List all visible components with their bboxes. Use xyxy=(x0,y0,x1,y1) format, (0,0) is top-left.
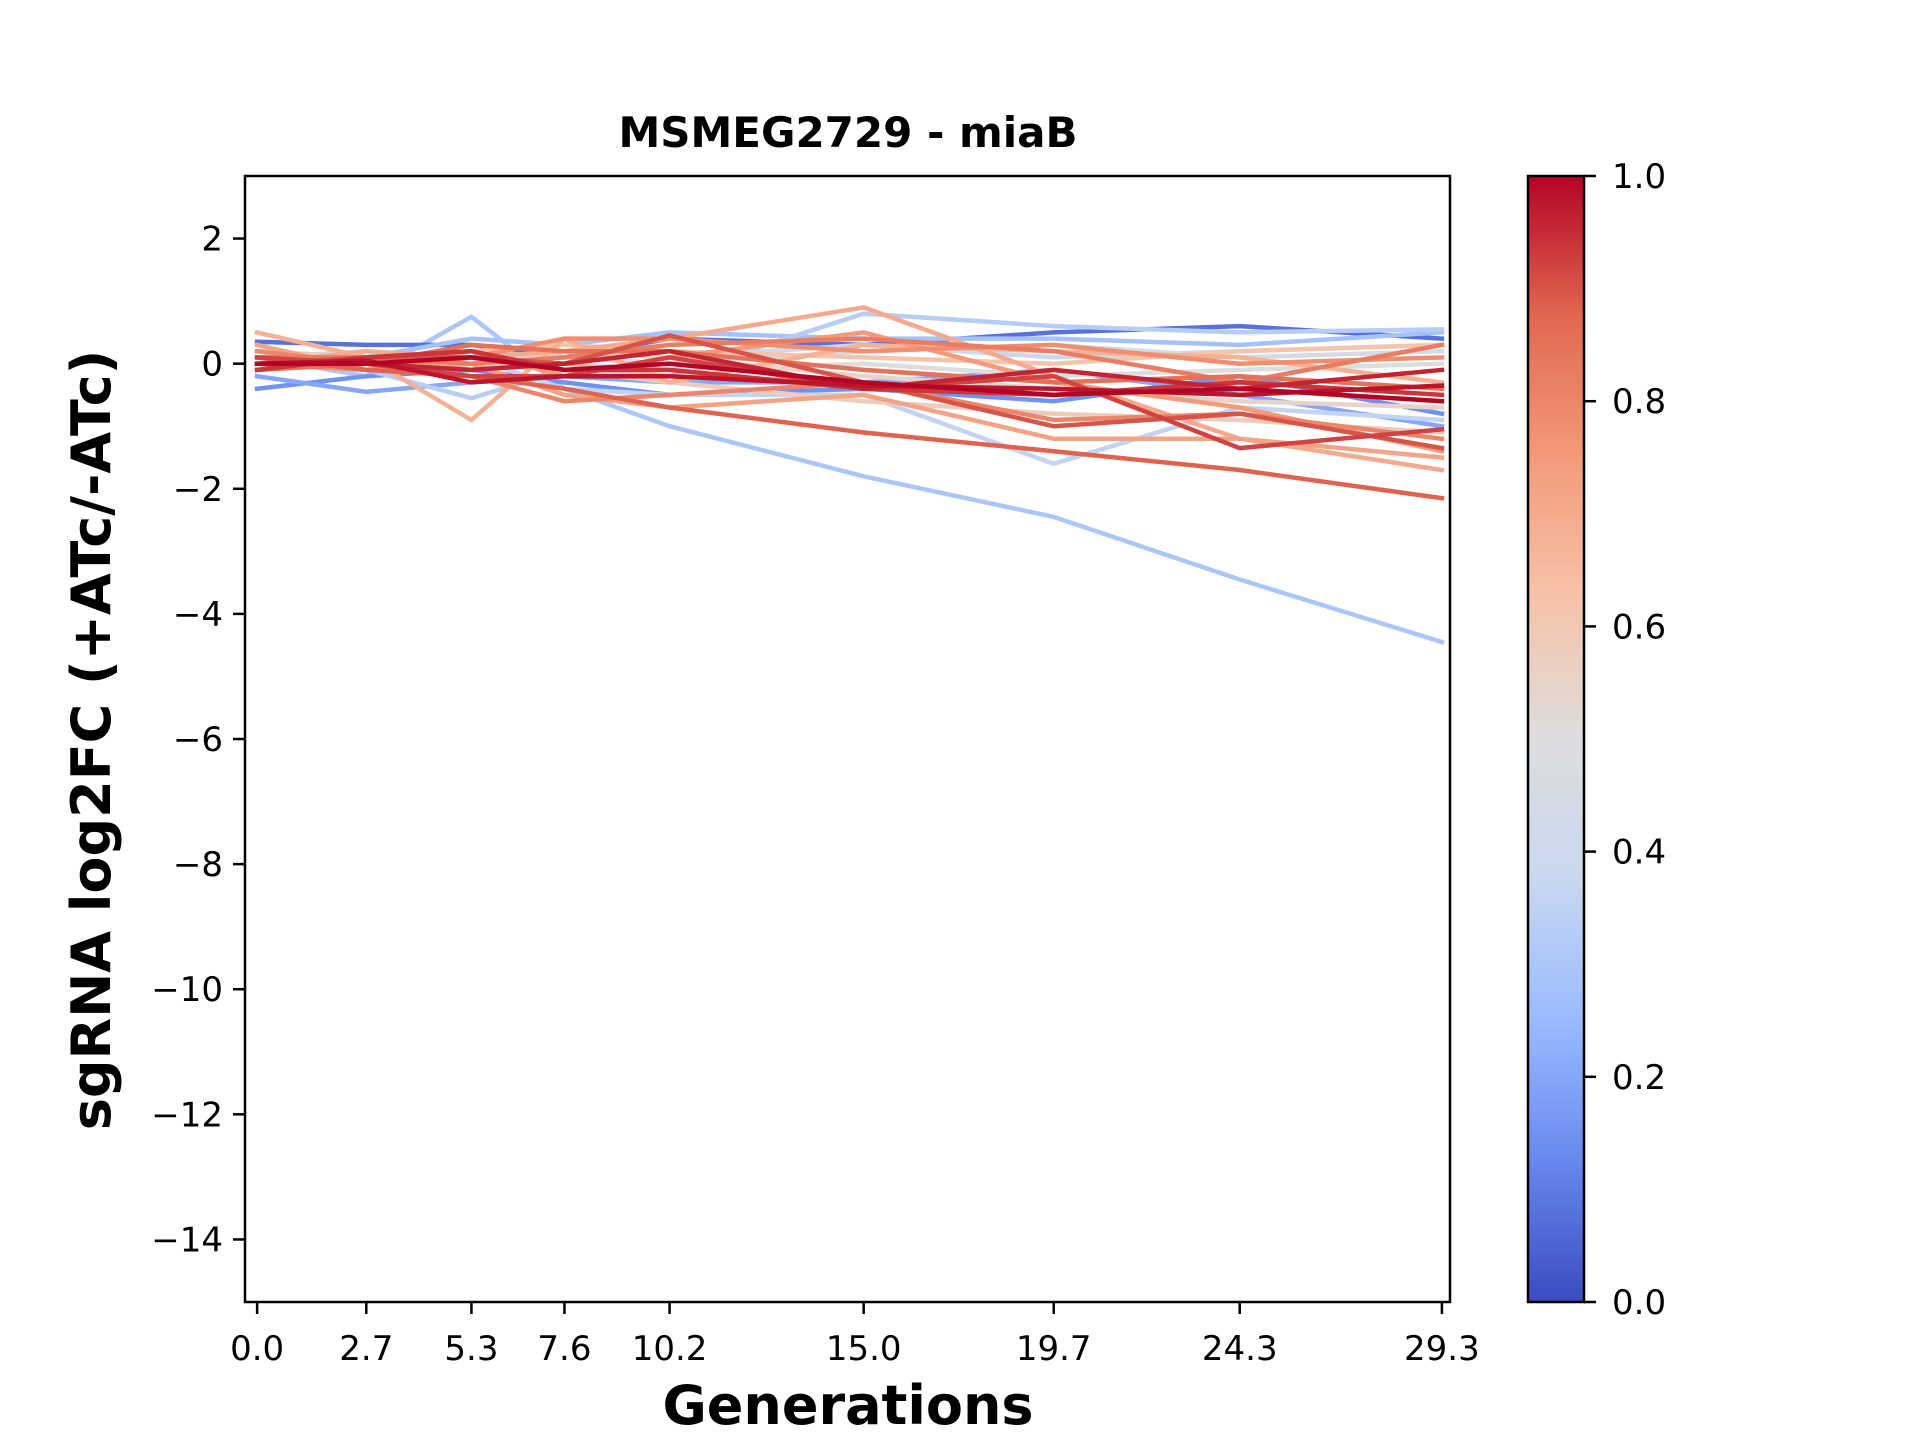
y-tick-label: −8 xyxy=(173,845,223,885)
series-line-23 xyxy=(254,354,1445,501)
colorbar-tick-label: 0.0 xyxy=(1612,1283,1666,1323)
colorbar-frame xyxy=(1526,174,1586,1304)
chart-title: MSMEG2729 - miaB xyxy=(618,108,1077,157)
y-tick-label: 0 xyxy=(201,345,223,385)
x-tick-label: 15.0 xyxy=(826,1329,902,1369)
x-tick-label: 7.6 xyxy=(537,1329,591,1369)
colorbar xyxy=(1528,176,1584,1302)
x-axis-ticks: 0.0 2.7 5.3 7.6 10.2 15.0 19.7 24.3 29.3 xyxy=(230,1302,1480,1369)
colorbar-ticks: 0.0 0.2 0.4 0.6 0.8 1.0 xyxy=(1584,157,1666,1323)
colorbar-tick-label: 0.6 xyxy=(1612,607,1666,647)
y-axis-ticks: 2 0 −2 −4 −6 −8 −10 −12 −14 xyxy=(151,220,245,1260)
series-line-26 xyxy=(254,348,1445,398)
colorbar-tick-label: 1.0 xyxy=(1612,157,1666,197)
x-tick-label: 5.3 xyxy=(444,1329,498,1369)
y-tick-label: −6 xyxy=(173,720,223,760)
x-tick-label: 0.0 xyxy=(230,1329,284,1369)
y-axis-label: sgRNA log2FC (+ATc/-ATc) xyxy=(60,350,123,1131)
y-tick-label: −12 xyxy=(151,1095,223,1135)
y-tick-label: −10 xyxy=(151,970,223,1010)
x-tick-label: 29.3 xyxy=(1404,1329,1480,1369)
x-axis-label: Generations xyxy=(662,1374,1033,1437)
colorbar-tick-label: 0.2 xyxy=(1612,1058,1666,1098)
y-tick-label: −2 xyxy=(173,470,223,510)
x-tick-label: 10.2 xyxy=(632,1329,708,1369)
x-tick-label: 24.3 xyxy=(1202,1329,1278,1369)
y-tick-label: −14 xyxy=(151,1220,223,1260)
colorbar-tick-label: 0.8 xyxy=(1612,382,1666,422)
y-tick-label: 2 xyxy=(201,220,223,260)
x-tick-label: 19.7 xyxy=(1016,1329,1092,1369)
x-tick-label: 2.7 xyxy=(339,1329,393,1369)
series-line-29 xyxy=(254,355,1445,404)
y-tick-label: −4 xyxy=(173,595,223,635)
colorbar-tick-label: 0.4 xyxy=(1612,833,1666,873)
series-layer xyxy=(254,305,1445,645)
